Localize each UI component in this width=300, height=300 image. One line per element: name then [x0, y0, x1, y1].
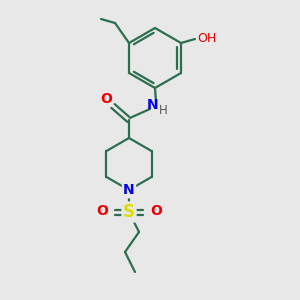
- Text: S: S: [123, 203, 135, 221]
- Text: O: O: [96, 204, 108, 218]
- Text: OH: OH: [197, 32, 217, 44]
- Text: H: H: [159, 103, 167, 116]
- Text: O: O: [100, 92, 112, 106]
- Text: O: O: [150, 204, 162, 218]
- Text: N: N: [147, 98, 159, 112]
- Text: N: N: [123, 183, 135, 197]
